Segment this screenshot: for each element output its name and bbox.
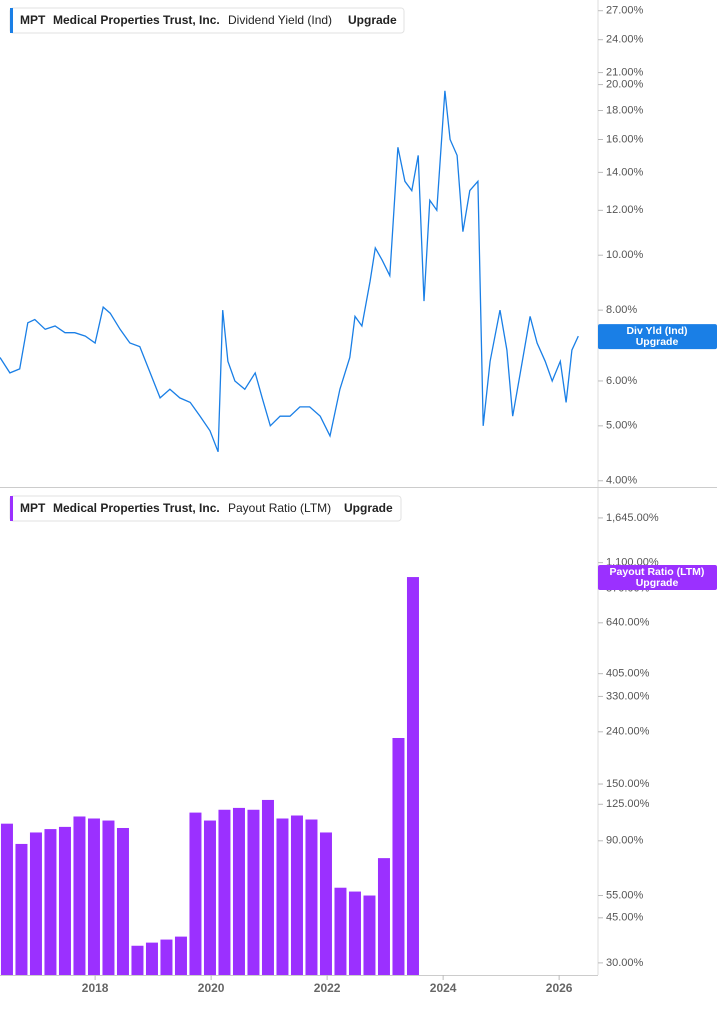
bar: [377, 858, 390, 975]
x-tick-label: 2022: [314, 981, 341, 995]
bar: [305, 819, 318, 975]
y-tick-label: 5.00%: [606, 420, 637, 432]
value-marker-label: Div Yld (Ind): [626, 325, 687, 337]
y-tick-label: 405.00%: [606, 668, 650, 680]
bar: [102, 820, 115, 975]
x-tick-label: 2024: [430, 981, 457, 995]
y-tick-label: 8.00%: [606, 304, 637, 316]
header-color-bar: [10, 8, 13, 33]
y-tick-label: 6.00%: [606, 375, 637, 387]
bar: [131, 945, 144, 975]
value-marker-label: Upgrade: [636, 577, 679, 589]
y-tick-label: 150.00%: [606, 778, 650, 790]
y-tick-label: 12.00%: [606, 204, 644, 216]
y-tick-label: 1,645.00%: [606, 512, 659, 524]
upgrade-link[interactable]: Upgrade: [344, 501, 393, 515]
value-marker-box: [598, 324, 717, 350]
bar: [0, 823, 13, 975]
ticker: MPT: [20, 13, 46, 27]
bar: [276, 818, 289, 975]
chart-header: MPT Medical Properties Trust, Inc. Divid…: [9, 7, 405, 34]
value-marker-box: [598, 565, 717, 591]
value-marker-label: Upgrade: [636, 336, 679, 348]
y-tick-label: 18.00%: [606, 104, 644, 116]
y-tick-label: 21.00%: [606, 66, 644, 78]
line: [0, 90, 579, 453]
y-tick-label: 14.00%: [606, 166, 644, 178]
x-tick-label: 2020: [198, 981, 225, 995]
chart-header: MPT Medical Properties Trust, Inc. Payou…: [9, 495, 402, 522]
bar: [145, 942, 158, 975]
y-tick-label: 90.00%: [606, 835, 644, 847]
ticker: MPT: [20, 501, 46, 515]
y-tick-label: 10.00%: [606, 249, 644, 261]
bar: [406, 577, 419, 975]
bar: [87, 818, 100, 975]
bar: [334, 887, 347, 975]
company-name: Medical Properties Trust, Inc.: [53, 501, 220, 515]
bar: [247, 809, 260, 975]
y-tick-label: 30.00%: [606, 957, 644, 969]
y-tick-label: 45.00%: [606, 912, 644, 924]
y-tick-label: 55.00%: [606, 889, 644, 901]
bar: [160, 939, 173, 975]
bar: [290, 815, 303, 975]
metric-name: Payout Ratio (LTM): [228, 501, 331, 515]
x-tick-label: 2018: [82, 981, 109, 995]
bar: [319, 832, 332, 975]
upgrade-link[interactable]: Upgrade: [348, 13, 397, 27]
x-tick-label: 2026: [546, 981, 573, 995]
bar: [174, 936, 187, 975]
bar: [261, 799, 274, 975]
bar: [218, 809, 231, 975]
bar: [73, 816, 86, 975]
bar: [232, 807, 245, 975]
bar: [363, 895, 376, 975]
bar: [15, 843, 28, 975]
y-tick-label: 4.00%: [606, 475, 637, 487]
bar: [392, 737, 405, 975]
bar: [348, 891, 361, 975]
y-tick-label: 24.00%: [606, 34, 644, 46]
y-tick-label: 240.00%: [606, 726, 650, 738]
bar: [44, 829, 57, 975]
y-tick-label: 27.00%: [606, 5, 644, 17]
y-tick-label: 330.00%: [606, 690, 650, 702]
bar: [116, 827, 129, 975]
y-tick-label: 640.00%: [606, 617, 650, 629]
metric-name: Dividend Yield (Ind): [228, 13, 332, 27]
bar: [29, 832, 42, 975]
header-color-bar: [10, 496, 13, 521]
bar: [58, 826, 71, 975]
company-name: Medical Properties Trust, Inc.: [53, 13, 220, 27]
bar: [189, 812, 202, 975]
bar: [203, 820, 216, 975]
y-tick-label: 20.00%: [606, 78, 644, 90]
y-tick-label: 16.00%: [606, 133, 644, 145]
y-tick-label: 125.00%: [606, 798, 650, 810]
value-marker-label: Payout Ratio (LTM): [610, 566, 705, 578]
